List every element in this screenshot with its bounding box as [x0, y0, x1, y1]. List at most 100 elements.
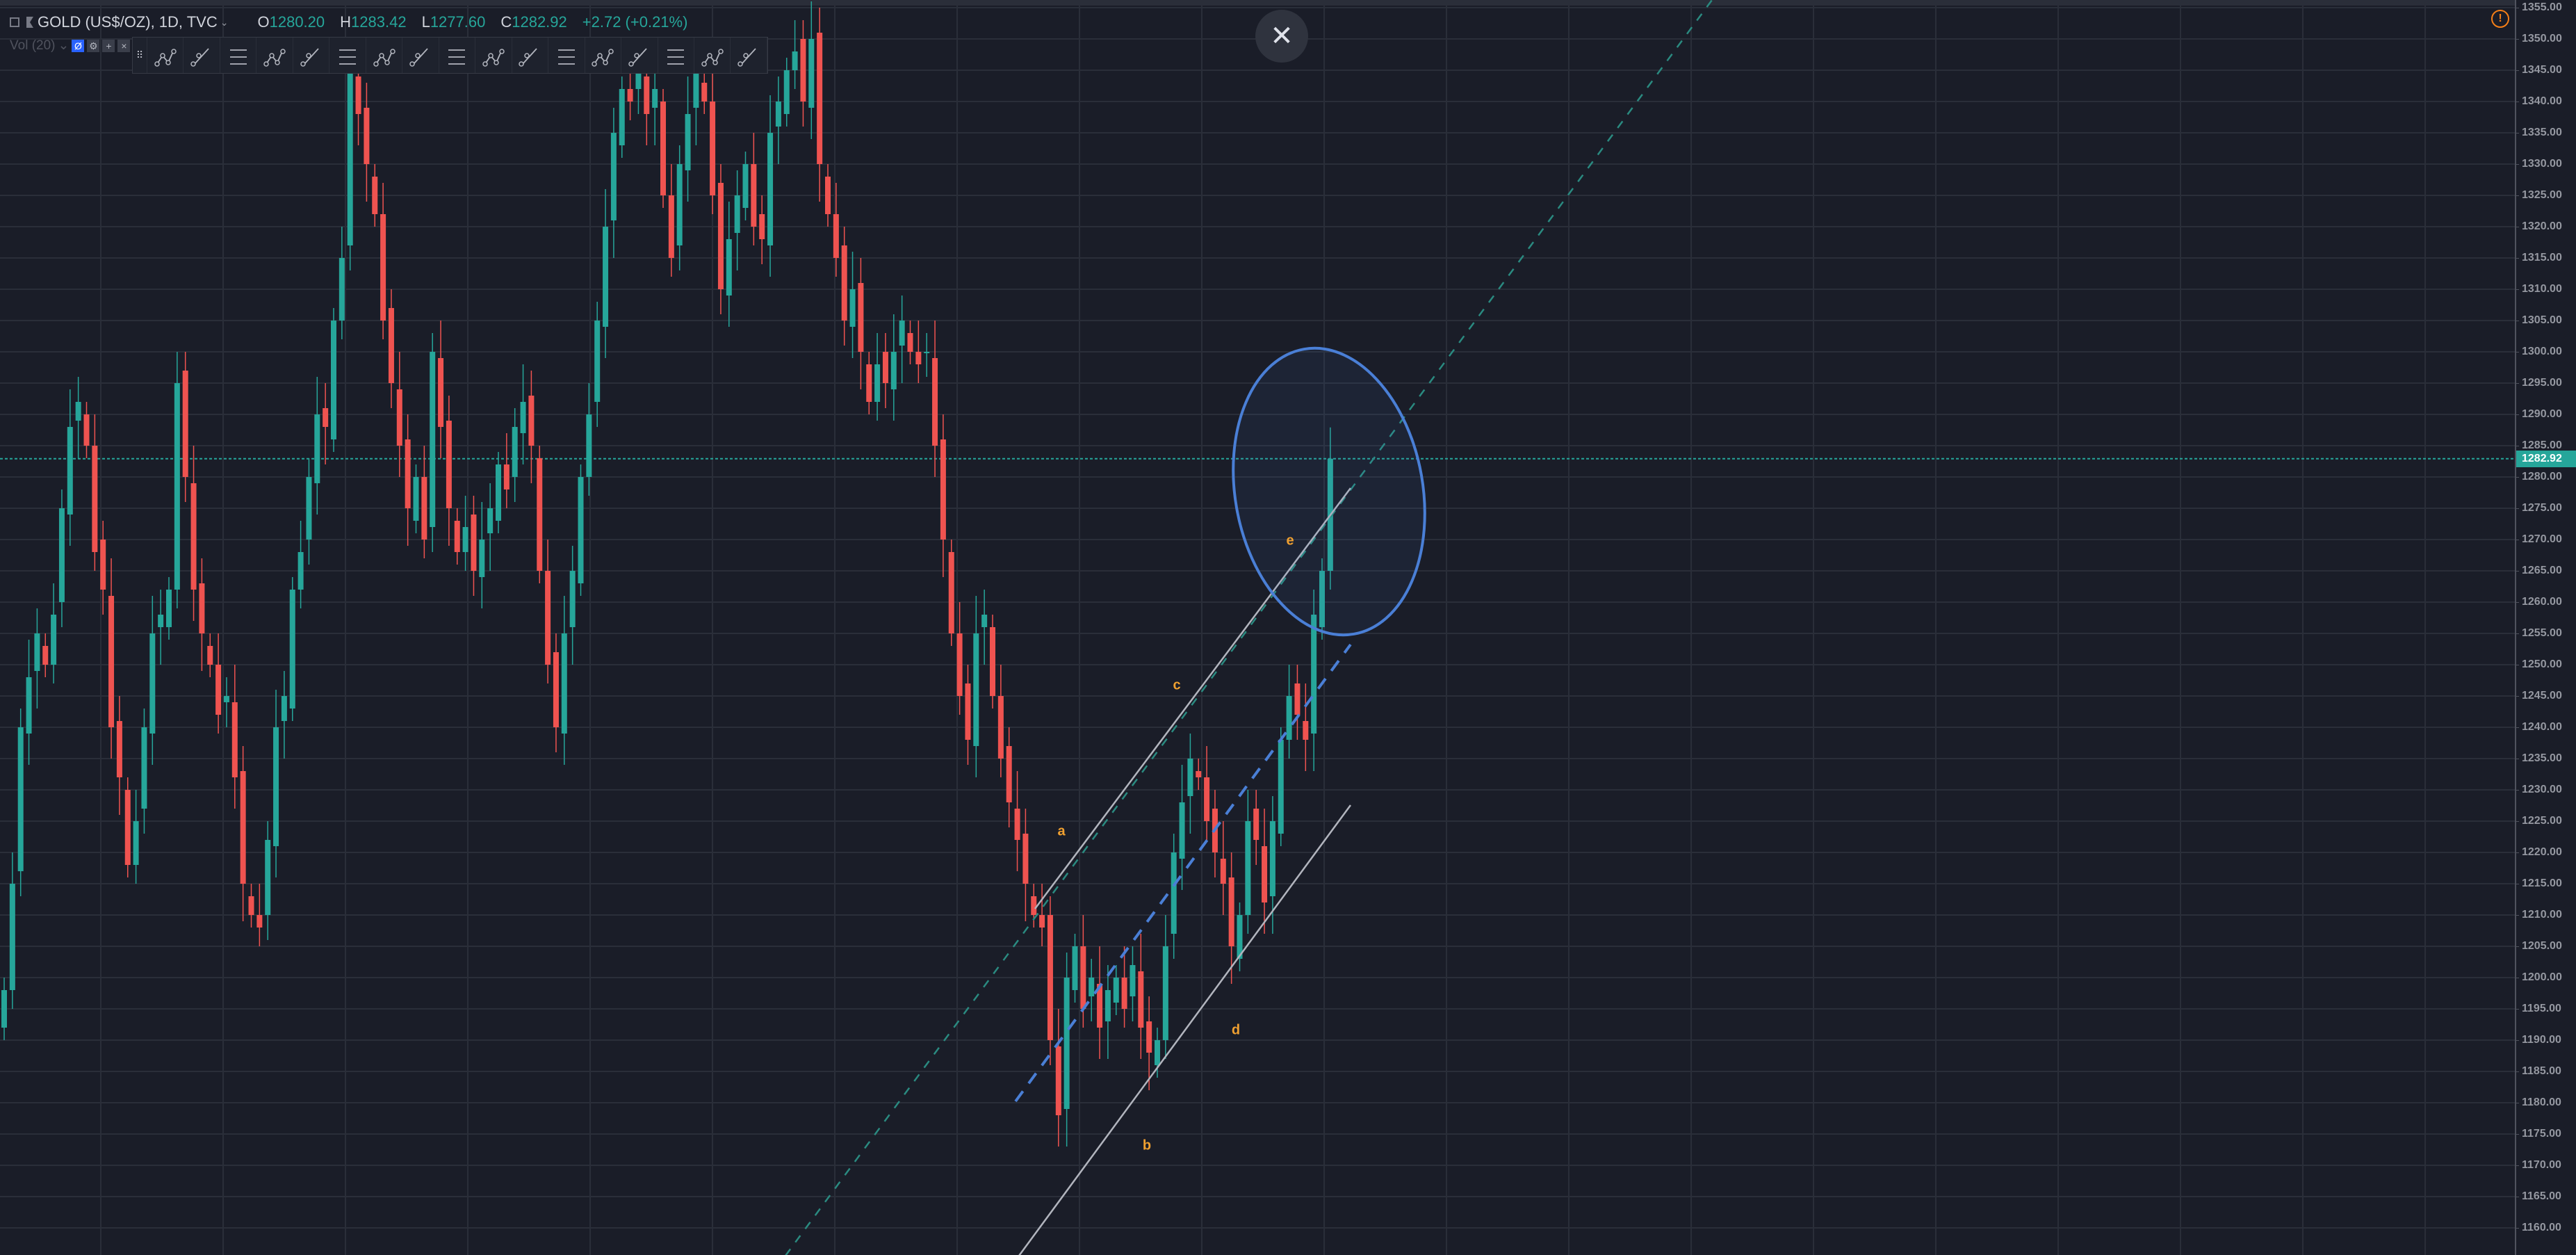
price-tick-label: 1240.00 — [2522, 721, 2562, 733]
candle-body — [1303, 721, 1309, 740]
candle-body — [586, 414, 592, 477]
plus-icon[interactable]: + — [102, 39, 115, 52]
channel-mid-dashed-line[interactable] — [1014, 643, 1352, 1103]
price-tick-label: 1300.00 — [2522, 346, 2562, 357]
price-tick-label: 1245.00 — [2522, 690, 2562, 702]
tool-elliott-impulse-wave[interactable] — [147, 38, 184, 73]
drag-handle[interactable]: ⠿ — [133, 38, 147, 73]
candle-body — [141, 727, 147, 809]
candle-body — [314, 414, 320, 483]
wave-label-b: b — [1142, 1137, 1152, 1153]
curve-icon — [667, 49, 685, 65]
gear-icon[interactable]: ⚙ — [87, 39, 100, 52]
warning-icon[interactable]: ! — [2491, 10, 2509, 28]
candle-body — [1047, 915, 1053, 1040]
tool-ray[interactable] — [512, 38, 549, 73]
candle-body — [396, 389, 402, 446]
price-tick-label: 1285.00 — [2522, 439, 2562, 451]
candle-body — [817, 33, 823, 164]
brush-icon — [339, 49, 357, 65]
tick-mark — [2515, 633, 2519, 634]
candle-body — [116, 721, 122, 777]
tool-fib-levels[interactable] — [293, 38, 330, 73]
candle-body — [759, 214, 765, 239]
highlight-ellipse[interactable] — [1212, 333, 1446, 651]
candle-body — [751, 164, 757, 227]
tick-mark — [2515, 1134, 2519, 1135]
symbol-title[interactable]: GOLD (US$/OZ), 1D, TVC — [38, 13, 218, 31]
channel-upper-line[interactable] — [1034, 487, 1351, 909]
tool-brush[interactable] — [329, 38, 366, 73]
tool-elliott-wave-1-5[interactable] — [256, 38, 293, 73]
tool-triangle-pattern[interactable] — [621, 38, 658, 73]
collapse-icon[interactable] — [10, 17, 19, 27]
tool-elliott-correction-wave[interactable] — [184, 38, 220, 73]
flag-icon[interactable] — [26, 17, 33, 28]
price-tick-label: 1255.00 — [2522, 627, 2562, 639]
tool-parallel-channel[interactable] — [439, 38, 476, 73]
candle-body — [1138, 971, 1144, 1028]
tool-horizontal-ray[interactable] — [220, 38, 257, 73]
price-tick-label: 1260.00 — [2522, 596, 2562, 608]
price-tick-label: 1165.00 — [2522, 1190, 2561, 1202]
candle-body — [1319, 571, 1325, 627]
tool-elliott-double-combo[interactable] — [475, 38, 512, 73]
candle-body — [1228, 877, 1234, 946]
tool-price-range[interactable] — [402, 38, 439, 73]
tool-pitchfork[interactable] — [585, 38, 622, 73]
candle-body — [652, 89, 658, 108]
candle-body — [42, 646, 49, 665]
candle-body — [676, 164, 683, 245]
price-tick-label: 1230.00 — [2522, 784, 2562, 795]
wave-label-c: c — [1173, 677, 1181, 693]
hide-icon[interactable]: Ø — [72, 39, 85, 52]
candle-body — [1031, 896, 1037, 915]
chevron-down-icon[interactable]: ⌄ — [220, 16, 229, 28]
close-icon[interactable]: × — [117, 39, 131, 52]
chevron-down-icon[interactable]: ⌄ — [58, 38, 70, 53]
candle-body — [405, 439, 411, 508]
tick-mark — [2515, 602, 2519, 603]
candle-body — [1121, 978, 1127, 1009]
price-tick-label: 1160.00 — [2522, 1222, 2561, 1233]
long-dashed-trend-line[interactable] — [785, 0, 1713, 1255]
candle-body — [372, 177, 378, 214]
candle-body — [990, 627, 995, 696]
candle-body — [487, 508, 494, 533]
candle-body — [1104, 990, 1111, 1021]
tool-trend-line[interactable] — [366, 38, 403, 73]
tool-info-line[interactable] — [731, 38, 767, 73]
candle-body — [710, 102, 716, 195]
candle-body — [792, 51, 798, 70]
candle-body — [841, 245, 847, 321]
channel-lower-line[interactable] — [1018, 804, 1352, 1255]
candle-body — [323, 408, 329, 427]
candle-body — [149, 633, 156, 734]
tool-extended-line[interactable] — [548, 38, 585, 73]
tick-mark — [2515, 383, 2519, 384]
candle-body — [256, 915, 263, 928]
tick-mark — [2515, 727, 2519, 728]
candle-body — [890, 352, 897, 389]
candle-body — [528, 396, 535, 446]
price-tick-label: 1180.00 — [2522, 1096, 2561, 1108]
close-value: C1282.92 — [500, 13, 567, 31]
price-tick-label: 1295.00 — [2522, 377, 2562, 389]
candle-body — [693, 70, 699, 108]
price-axis[interactable]: 1355.00 1350.00 1345.00 1340.00 1335.00 1330.… — [2515, 0, 2576, 1255]
candle-body — [355, 76, 361, 114]
candle-body — [1220, 859, 1226, 884]
candle-body — [701, 83, 708, 102]
tick-mark — [2515, 70, 2519, 71]
candle-body — [899, 321, 905, 346]
volume-label[interactable]: Vol (20) — [10, 38, 56, 53]
candle-body — [717, 183, 724, 289]
price-tick-label: 1175.00 — [2522, 1128, 2561, 1140]
tool-curve[interactable] — [658, 38, 695, 73]
price-tick-label: 1315.00 — [2522, 252, 2562, 264]
close-button[interactable]: ✕ — [1255, 10, 1308, 63]
tool-arrow[interactable] — [694, 38, 731, 73]
tick-mark — [2515, 790, 2519, 791]
candle-body — [668, 195, 674, 258]
